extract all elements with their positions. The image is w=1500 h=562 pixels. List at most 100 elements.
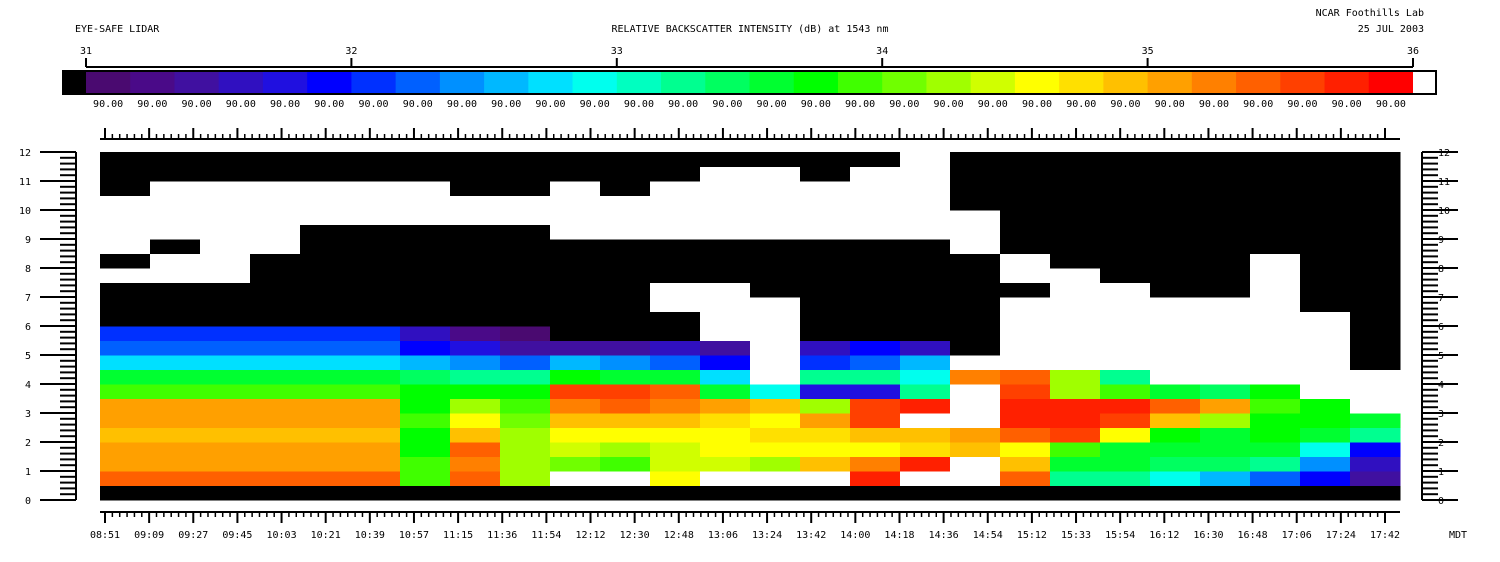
heatmap-cell xyxy=(300,297,351,312)
heatmap-cell xyxy=(200,384,251,399)
heatmap-cell xyxy=(1150,427,1201,443)
colorbar-swatch xyxy=(705,72,751,93)
heatmap-cell xyxy=(450,340,501,356)
heatmap-cell xyxy=(950,195,1001,211)
heatmap-cell xyxy=(700,166,751,182)
heatmap-cell xyxy=(1200,340,1251,356)
heatmap-cell xyxy=(1100,297,1151,312)
colorbar-label: 90.00 xyxy=(358,99,388,110)
heatmap-cell xyxy=(1050,442,1101,457)
colorbar-label: 90.00 xyxy=(889,99,919,110)
x-tick-label: 10:21 xyxy=(311,530,341,541)
heatmap-cell xyxy=(550,456,601,472)
heatmap-cell xyxy=(500,181,551,196)
heatmap-cell xyxy=(100,253,151,269)
heatmap-cell xyxy=(100,398,151,414)
x-tick-label: 10:03 xyxy=(266,530,296,541)
heatmap-cell xyxy=(1000,326,1051,341)
x-tick-label: 09:27 xyxy=(178,530,208,541)
heatmap-cell xyxy=(800,282,851,298)
heatmap-cell xyxy=(750,471,801,486)
heatmap-cell xyxy=(750,152,801,167)
x-tick-label: 15:54 xyxy=(1105,530,1135,541)
heatmap-cell xyxy=(1300,166,1351,182)
heatmap-cell xyxy=(1300,195,1351,211)
heatmap-cell xyxy=(850,355,901,370)
heatmap-cell xyxy=(200,282,251,298)
heatmap-cell xyxy=(800,442,851,457)
heatmap-cell xyxy=(500,355,551,370)
heatmap-cell xyxy=(1000,297,1051,312)
heatmap-cell xyxy=(700,427,751,443)
heatmap-cell xyxy=(200,297,251,312)
heatmap-cell xyxy=(850,282,901,298)
heatmap-cell xyxy=(1300,253,1351,269)
heatmap-cell xyxy=(500,442,551,457)
heatmap-cell xyxy=(1050,471,1101,486)
heatmap-cell xyxy=(1350,442,1401,457)
heatmap-cell xyxy=(1200,427,1251,443)
heatmap-cell xyxy=(700,384,751,399)
heatmap-cell xyxy=(800,311,851,327)
heatmap-cell xyxy=(1350,311,1401,327)
colorbar-label: 90.00 xyxy=(491,99,521,110)
heatmap-cell xyxy=(300,413,351,428)
heatmap-cell xyxy=(700,340,751,356)
heatmap-cell xyxy=(1200,253,1251,269)
heatmap-cell xyxy=(1050,297,1101,312)
heatmap-cell xyxy=(800,355,851,370)
heatmap-cell xyxy=(1300,326,1351,341)
colorbar-label: 90.00 xyxy=(226,99,256,110)
heatmap-cell xyxy=(900,282,951,298)
heatmap-cell xyxy=(350,369,401,385)
y-tick-label-right: 9 xyxy=(1438,235,1444,246)
heatmap-cell xyxy=(250,384,301,399)
colorbar-label: 90.00 xyxy=(1155,99,1185,110)
heatmap-cell xyxy=(150,427,201,443)
heatmap-cell xyxy=(800,181,851,196)
heatmap-cell xyxy=(350,456,401,472)
heatmap-cell xyxy=(500,427,551,443)
heatmap-cell xyxy=(450,384,501,399)
heatmap-cell xyxy=(1150,471,1201,486)
heatmap-cell xyxy=(900,166,951,182)
heatmap-cell xyxy=(200,311,251,327)
heatmap-cell xyxy=(1050,427,1101,443)
heatmap-cell xyxy=(150,471,201,486)
heatmap-cell xyxy=(550,369,601,385)
heatmap-cell xyxy=(1000,413,1051,428)
heatmap-cell xyxy=(500,413,551,428)
heatmap-cell xyxy=(450,181,501,196)
y-tick-label-left: 6 xyxy=(25,322,31,333)
heatmap-cell xyxy=(600,413,651,428)
heatmap-cell xyxy=(1050,166,1101,182)
heatmap-cell xyxy=(200,152,251,167)
heatmap-cell xyxy=(150,398,201,414)
colorbar-label: 90.00 xyxy=(624,99,654,110)
heatmap-cell xyxy=(1100,398,1151,414)
colorbar-swatch xyxy=(926,72,972,93)
y-tick-label-left: 7 xyxy=(25,293,31,304)
colorbar-scale: 31 32 33 34 35 36 xyxy=(80,46,1419,68)
heatmap-cell xyxy=(500,166,551,182)
colorbar-label: 90.00 xyxy=(270,99,300,110)
heatmap-cell xyxy=(400,311,451,327)
colorbar-swatch xyxy=(1368,72,1414,93)
heatmap-cell xyxy=(450,326,501,341)
heatmap-cell xyxy=(1350,195,1401,211)
heatmap-cell xyxy=(1100,384,1151,399)
heatmap-cell xyxy=(1250,398,1301,414)
heatmap-cell xyxy=(400,239,451,254)
heatmap-cell xyxy=(400,297,451,312)
heatmap-cell xyxy=(1200,369,1251,385)
heatmap-cell xyxy=(1250,224,1301,240)
heatmap-cell xyxy=(1350,326,1401,341)
heatmap-cell xyxy=(1150,282,1201,298)
colorbar-label: 90.00 xyxy=(1066,99,1096,110)
heatmap-cell xyxy=(1200,268,1251,283)
heatmap-cell xyxy=(650,355,701,370)
heatmap-cell xyxy=(1000,442,1051,457)
heatmap-cell xyxy=(1050,311,1101,327)
heatmap-cell xyxy=(500,326,551,341)
heatmap-cell xyxy=(1250,326,1301,341)
